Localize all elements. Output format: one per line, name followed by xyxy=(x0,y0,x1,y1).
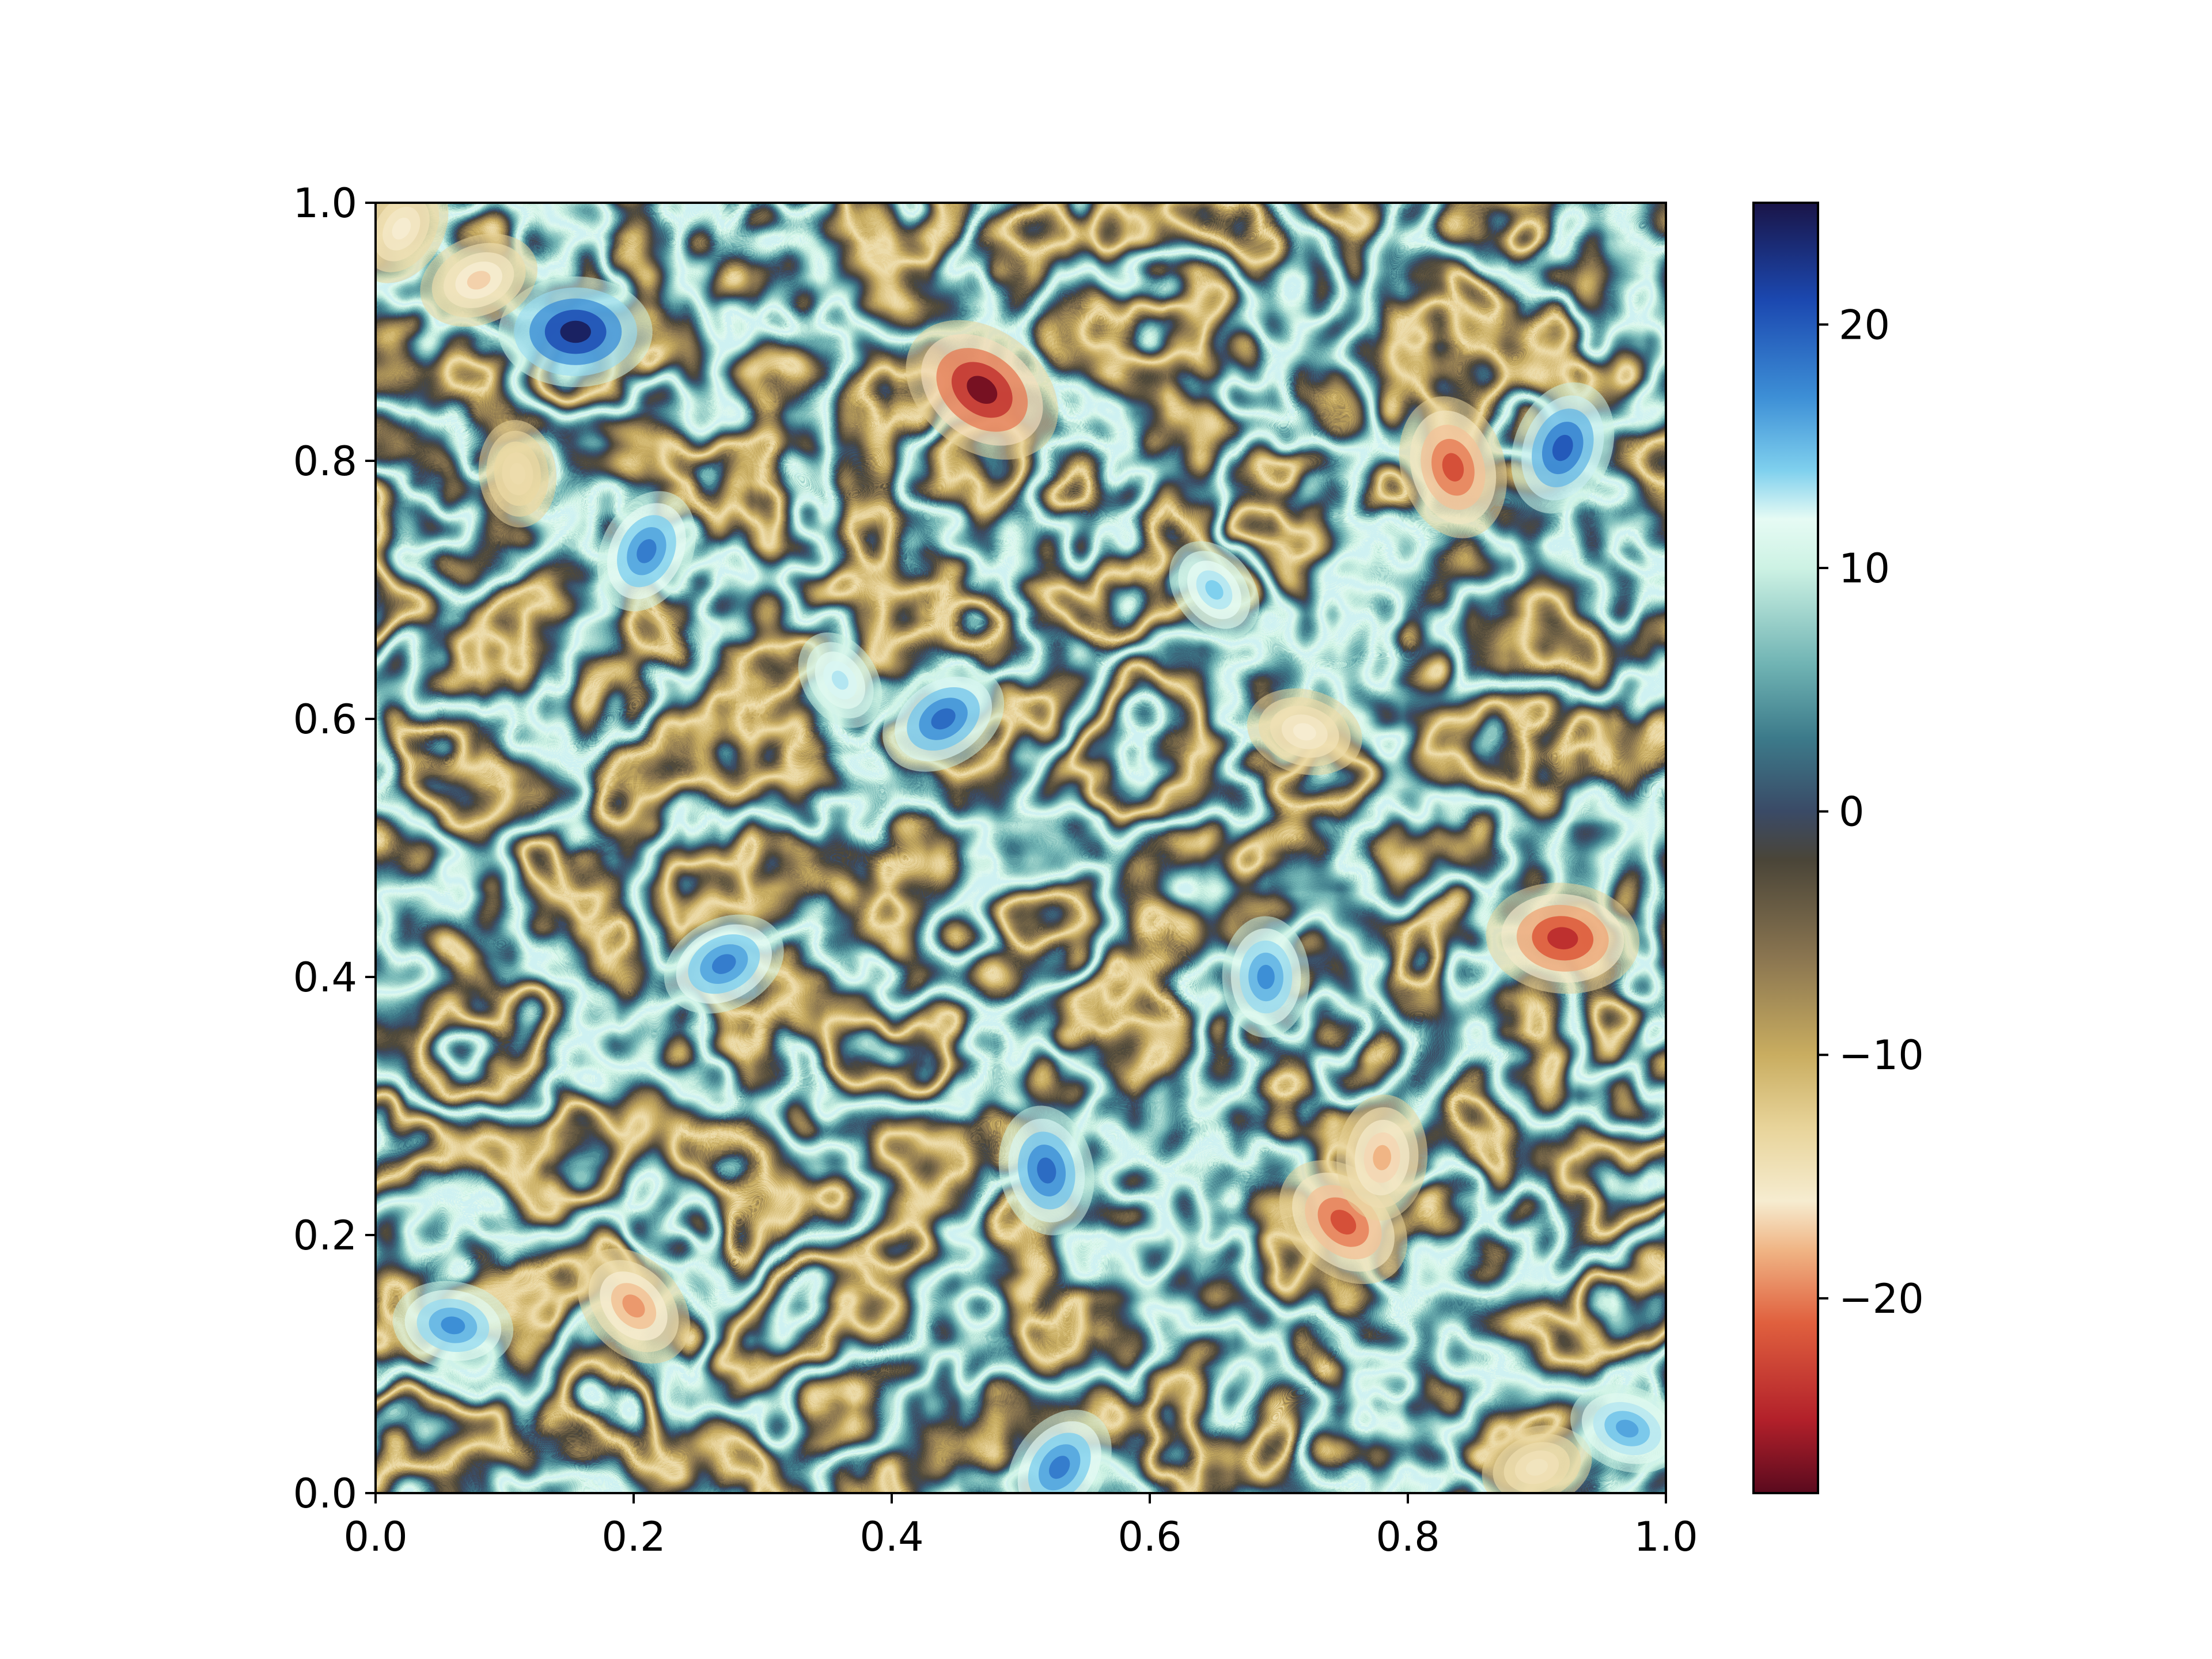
plot-area xyxy=(374,202,1667,1494)
colorbar-tick-label: 20 xyxy=(1839,301,1890,349)
vortex xyxy=(392,1281,514,1370)
y-tick-label: 0.2 xyxy=(293,1212,357,1259)
vortex xyxy=(1222,916,1310,1038)
colorbar: 20 10 0 −10 −20 xyxy=(1752,202,1924,1494)
vortex xyxy=(882,666,1005,772)
x-tick-label: 1.0 xyxy=(1634,1513,1698,1560)
colorbar-tick-label: −10 xyxy=(1839,1032,1924,1079)
vortex xyxy=(1399,396,1507,539)
vortex xyxy=(664,914,784,1014)
vortex xyxy=(906,320,1059,460)
colorbar-ticks: 20 10 0 −10 −20 xyxy=(1818,301,1924,1323)
vortex xyxy=(1169,541,1260,639)
x-tick-label: 0.4 xyxy=(859,1513,923,1560)
vortex xyxy=(1486,882,1640,994)
colorbar-frame xyxy=(1752,202,1819,1494)
vortex xyxy=(1482,1425,1592,1493)
vortex xyxy=(376,203,449,283)
y-tick-label: 0.0 xyxy=(293,1470,357,1517)
vortex xyxy=(1511,382,1615,514)
vortex xyxy=(1247,688,1362,775)
colorbar-tick-label: −20 xyxy=(1839,1275,1924,1323)
vortex xyxy=(798,632,882,728)
y-tick-label: 0.4 xyxy=(293,954,357,1001)
x-tick-label: 0.0 xyxy=(343,1513,407,1560)
y-tick-label: 1.0 xyxy=(293,180,357,227)
y-tick-label: 0.8 xyxy=(293,438,357,485)
x-axis: 0.0 0.2 0.4 0.6 0.8 1.0 xyxy=(343,1493,1698,1560)
vortex xyxy=(597,491,696,612)
plot-frame xyxy=(374,202,1667,1494)
vortex xyxy=(478,420,557,528)
vortex xyxy=(498,276,653,388)
x-tick-label: 0.2 xyxy=(601,1513,665,1560)
vortex xyxy=(577,1248,690,1364)
colorbar-tick-label: 10 xyxy=(1839,545,1890,592)
vortex xyxy=(1336,1094,1428,1221)
vortex xyxy=(420,233,538,327)
colorbar-gradient xyxy=(1753,203,1818,1493)
x-tick-label: 0.8 xyxy=(1376,1513,1440,1560)
vortex-layer xyxy=(376,203,1666,1493)
vortex xyxy=(1007,1410,1112,1493)
y-tick-label: 0.6 xyxy=(293,696,357,743)
x-tick-label: 0.6 xyxy=(1118,1513,1181,1560)
vortex xyxy=(998,1105,1094,1236)
colorbar-tick-label: 0 xyxy=(1839,789,1865,836)
y-axis: 0.0 0.2 0.4 0.6 0.8 1.0 xyxy=(293,180,376,1517)
vortex xyxy=(1570,1384,1666,1473)
